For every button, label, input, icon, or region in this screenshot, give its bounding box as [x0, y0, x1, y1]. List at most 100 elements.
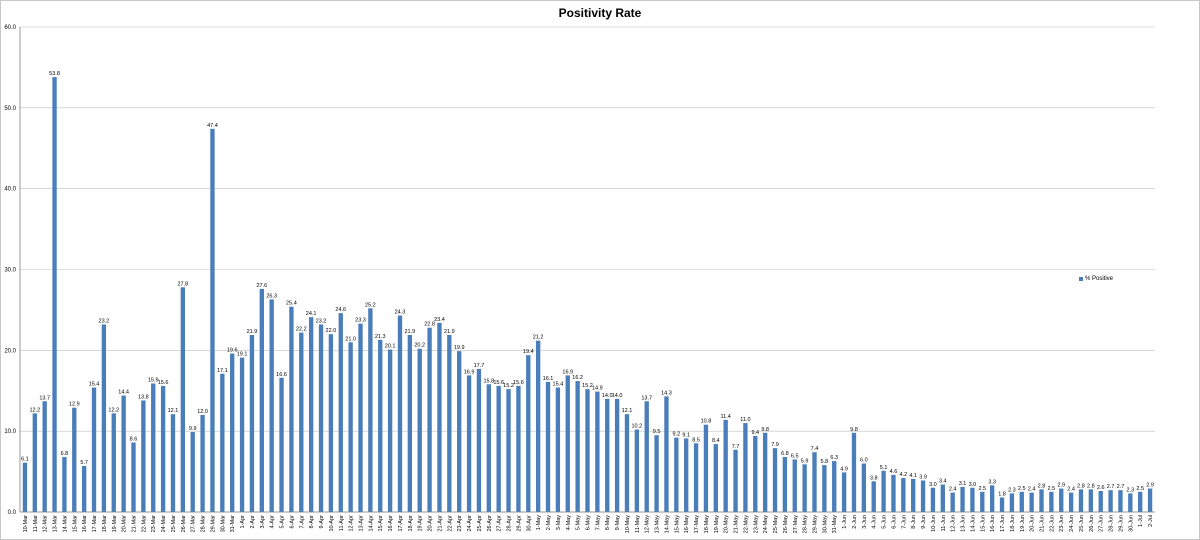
x-tick-label: 22-Jun: [1049, 515, 1055, 532]
data-label: 2.4: [1067, 487, 1075, 493]
x-tick-label: 17-Jun: [1000, 515, 1006, 532]
bar: [989, 485, 995, 512]
data-label: 1.8: [998, 491, 1006, 497]
bar: [279, 377, 284, 512]
bar: [368, 308, 373, 512]
x-tick-label: 2-May: [546, 515, 552, 531]
x-tick-label: 19-Apr: [418, 515, 424, 532]
bar: [1059, 488, 1064, 512]
data-label: 6.0: [860, 458, 868, 464]
bar: [160, 385, 166, 512]
bar: [131, 442, 136, 512]
x-tick-label: 22-Apr: [447, 515, 453, 532]
data-label: 7.4: [811, 446, 819, 452]
bar: [654, 435, 659, 512]
data-label: 12.9: [69, 402, 80, 408]
data-label: 2.5: [978, 486, 986, 492]
bar: [151, 383, 156, 512]
data-label: 17.1: [217, 368, 228, 374]
data-label: 3.1: [959, 481, 967, 487]
data-label: 5.9: [801, 458, 809, 464]
x-tick-label: 21-Apr: [437, 515, 443, 532]
data-label: 20.2: [414, 343, 425, 349]
data-label: 21.9: [247, 329, 258, 335]
bar: [960, 486, 965, 512]
x-tick-label: 18-Apr: [408, 515, 414, 532]
bar: [299, 332, 304, 512]
data-label: 12.2: [29, 407, 40, 413]
x-tick-label: 7-May: [595, 515, 601, 531]
x-tick-label: 13-May: [655, 515, 661, 534]
bar: [190, 431, 195, 512]
bar: [1019, 491, 1024, 512]
data-label: 13.8: [138, 394, 149, 400]
data-label: 22.8: [424, 322, 435, 328]
data-label: 2.7: [1117, 484, 1125, 490]
bar: [1068, 492, 1074, 512]
data-label: 2.8: [1087, 483, 1095, 489]
data-label: 12.0: [197, 409, 208, 415]
bar: [841, 472, 847, 512]
bar: [101, 324, 107, 512]
bar: [674, 437, 679, 512]
data-label: 9.8: [761, 427, 769, 433]
bar: [486, 384, 491, 512]
bar: [595, 391, 600, 512]
bar: [1078, 489, 1084, 512]
bar: [713, 444, 718, 512]
y-tick-label: 0.0: [8, 510, 17, 516]
x-tick-label: 31-Mar: [230, 515, 236, 533]
bar: [32, 413, 37, 512]
bar: [72, 407, 77, 512]
data-label: 15.4: [553, 382, 564, 388]
data-label: 2.5: [1136, 486, 1144, 492]
x-tick-label: 28-May: [803, 515, 809, 534]
bar: [970, 487, 975, 512]
x-tick-label: 9-May: [615, 515, 621, 531]
x-tick-label: 30-May: [822, 515, 828, 534]
data-label: 21.9: [404, 329, 415, 335]
x-tick-label: 14-Jun: [970, 515, 976, 532]
x-tick-label: 11-Jun: [941, 515, 947, 531]
data-label: 23.2: [316, 318, 327, 324]
x-tick-label: 3-May: [556, 515, 562, 531]
x-tick-label: 7-Apr: [299, 515, 305, 529]
bar: [42, 401, 47, 512]
data-label: 19.1: [237, 352, 248, 358]
data-label: 14.0: [602, 393, 613, 399]
bar: [901, 478, 906, 512]
x-axis: 10-Mar 11-Mar 12-Mar 13-Mar 14-Mar 15-Mar 16-M…: [20, 511, 1155, 534]
bar: [289, 306, 294, 512]
bar: [338, 313, 343, 512]
x-tick-label: 27-Jun: [1099, 515, 1105, 532]
data-label: 4.6: [890, 469, 898, 475]
x-tick-label: 10-Jun: [931, 515, 937, 532]
x-tick-label: 15-Apr: [378, 515, 384, 532]
bar: [62, 457, 67, 512]
data-label: 2.6: [1097, 485, 1105, 491]
x-tick-label: 4-Jun: [872, 515, 878, 529]
bar: [792, 459, 797, 512]
data-label: 23.3: [355, 318, 366, 324]
legend-label: % Positive: [1085, 276, 1114, 282]
bar: [220, 373, 225, 512]
bar: [417, 348, 422, 512]
x-tick-label: 16-Mar: [82, 515, 88, 533]
x-tick-label: 14-May: [664, 515, 670, 534]
data-label: 15.6: [513, 380, 524, 386]
bar: [723, 419, 728, 512]
data-label: 11.0: [740, 417, 750, 423]
bar: [22, 462, 28, 512]
data-label: 6.8: [61, 451, 69, 457]
legend-swatch: [1079, 277, 1083, 281]
data-label: 23.4: [434, 317, 445, 323]
x-tick-label: 12-Jun: [951, 515, 957, 532]
bar: [328, 334, 334, 512]
x-tick-label: 29-Apr: [516, 515, 522, 532]
bar: [427, 327, 432, 512]
data-label: 12.1: [622, 408, 633, 414]
data-label: 24.3: [395, 310, 406, 316]
bar: [1108, 490, 1113, 512]
x-tick-label: 18-May: [704, 515, 710, 534]
